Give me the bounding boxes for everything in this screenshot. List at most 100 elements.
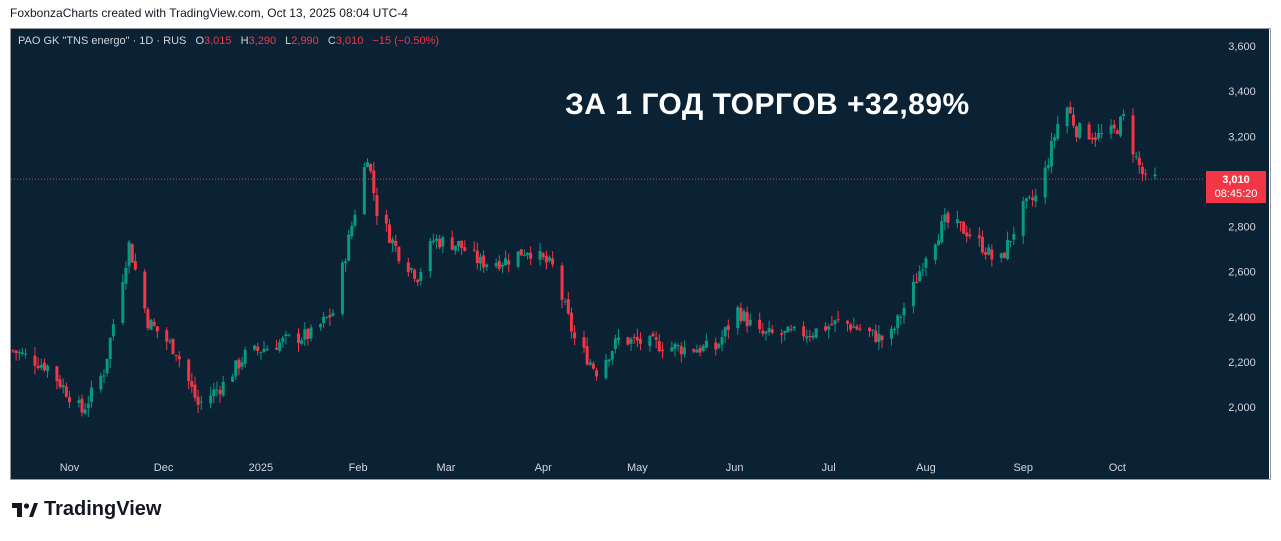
candle-body — [811, 335, 815, 338]
candle-body — [127, 242, 131, 267]
candle-body — [610, 351, 614, 360]
candle-body — [695, 349, 699, 353]
candle-body — [306, 329, 310, 339]
candle-body — [121, 282, 125, 323]
candle-body — [880, 335, 884, 340]
candle-body — [1100, 132, 1104, 135]
candle-body — [1109, 125, 1113, 134]
tradingview-logo[interactable]: TradingView — [12, 498, 161, 521]
candle-body — [256, 346, 260, 351]
candle-body — [152, 321, 156, 326]
candle-body — [1043, 167, 1047, 198]
x-tick-label: Mar — [436, 462, 455, 474]
candle-body — [767, 328, 771, 333]
candle-body — [133, 261, 137, 270]
candle-body — [965, 232, 969, 237]
candle-body — [500, 264, 504, 267]
candle-body — [46, 365, 50, 371]
x-tick-label: May — [627, 462, 648, 474]
candle-body — [105, 358, 109, 374]
candle-body — [563, 301, 567, 303]
legend-low-value: 2,990 — [291, 35, 319, 47]
candle-body — [460, 240, 464, 249]
candle-body — [143, 271, 147, 309]
candle-body — [761, 330, 765, 334]
candle-body — [397, 247, 401, 262]
candle-body — [613, 338, 617, 350]
candle-body — [435, 238, 439, 241]
candle-body — [450, 237, 454, 250]
candle-body — [1075, 126, 1079, 138]
candle-body — [171, 338, 175, 355]
candle-body — [1006, 240, 1010, 260]
candle-body — [805, 336, 809, 339]
candle-body — [275, 347, 279, 350]
candle-body — [833, 320, 837, 325]
candle-body — [478, 256, 482, 264]
candle-body — [569, 312, 573, 332]
legend-change: −15 (−0.50%) — [372, 35, 440, 47]
candle-body — [657, 341, 661, 352]
y-tick-label: 2,600 — [1228, 267, 1256, 279]
last-price-value: 3,010 — [1222, 174, 1250, 186]
candle-body — [1024, 198, 1028, 202]
candle-body — [168, 340, 172, 342]
candle-body — [560, 265, 564, 300]
x-tick-label: Apr — [535, 462, 552, 474]
candle-body — [463, 247, 467, 251]
candle-body — [529, 252, 533, 259]
candle-body — [1068, 106, 1072, 114]
candle-body — [262, 349, 266, 352]
last-price-tag: 3,010 08:45:20 — [1206, 171, 1266, 203]
candle-body — [638, 338, 642, 344]
candle-body — [209, 395, 213, 404]
candle-body — [585, 346, 589, 365]
candle-body — [648, 335, 652, 347]
candle-body — [303, 329, 307, 340]
candle-body — [322, 316, 326, 324]
candle-body — [375, 195, 379, 216]
candle-body — [827, 326, 831, 330]
candle-body — [522, 254, 526, 256]
candle-body — [111, 324, 115, 337]
candle-body — [516, 251, 520, 267]
candle-body — [1071, 114, 1075, 126]
candle-body — [717, 343, 721, 348]
candle-body — [42, 362, 46, 371]
candle-body — [457, 240, 461, 247]
candle-body — [350, 225, 354, 237]
candle-body — [868, 327, 871, 332]
candle-body — [626, 337, 630, 345]
candle-body — [391, 239, 395, 244]
legend-high-value: 3,290 — [248, 35, 277, 47]
candle-body — [64, 386, 68, 397]
candle-body — [588, 362, 592, 365]
candle-body — [1122, 113, 1126, 116]
candle-body — [14, 350, 18, 353]
candle-body — [387, 224, 391, 243]
candle-body — [814, 328, 818, 338]
candle-body — [915, 281, 919, 284]
candle-body — [1093, 137, 1097, 141]
candle-body — [1097, 133, 1101, 139]
candle-body — [384, 214, 388, 224]
candle-body — [453, 245, 457, 251]
candle-body — [990, 249, 994, 260]
candle-body — [783, 330, 787, 334]
bar-countdown: 08:45:20 — [1214, 188, 1258, 200]
candle-body — [940, 221, 944, 243]
candle-body — [1046, 165, 1050, 169]
candle-body — [369, 164, 373, 172]
candle-body — [984, 252, 988, 255]
x-tick-label: Aug — [916, 462, 936, 474]
candle-body — [714, 342, 718, 350]
candle-body — [946, 212, 950, 223]
candle-body — [792, 326, 796, 329]
y-tick-label: 3,600 — [1228, 41, 1256, 53]
candle-body — [918, 271, 922, 282]
legend-high-label: H — [240, 35, 249, 47]
candle-body — [39, 364, 43, 368]
candle-body — [1031, 197, 1035, 201]
x-tick-label: Oct — [1109, 462, 1126, 474]
